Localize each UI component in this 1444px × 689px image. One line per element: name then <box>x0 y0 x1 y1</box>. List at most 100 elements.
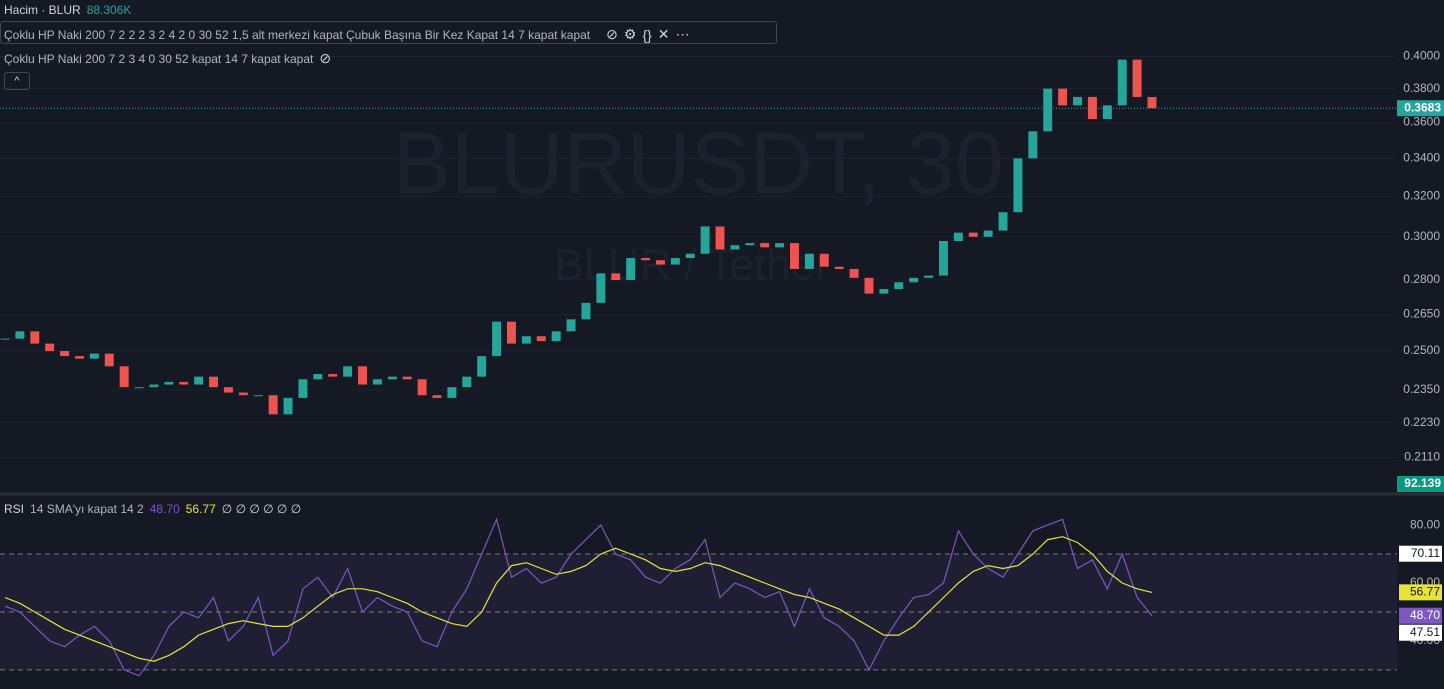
candle <box>655 260 665 265</box>
hide-icon[interactable]: ⊘ <box>319 50 332 66</box>
candle <box>1102 105 1112 120</box>
candle <box>89 353 99 359</box>
candle <box>0 338 10 340</box>
rsi-axis-label: 47.51 <box>1410 625 1440 639</box>
watermark-title: BLURUSDT, 30 <box>392 113 1003 212</box>
candle <box>1013 158 1023 213</box>
candle <box>790 243 799 269</box>
y-tick-label: 0.3400 <box>1403 151 1440 165</box>
candle <box>223 387 233 393</box>
remove-icon[interactable]: ✕ <box>657 26 670 42</box>
indicator-legend[interactable]: Çoklu HP Naki 200 7 2 2 2 3 2 4 2 0 30 5… <box>4 26 690 43</box>
y-tick-label: 0.2110 <box>1404 450 1440 464</box>
candle <box>506 321 516 344</box>
candle <box>745 243 755 246</box>
candle <box>611 273 621 281</box>
collapse-button[interactable]: ^ <box>4 72 30 90</box>
candle <box>596 273 606 303</box>
candle <box>685 253 695 259</box>
candle <box>447 387 457 398</box>
candle <box>164 381 174 385</box>
candle <box>983 230 993 237</box>
candle <box>60 351 70 357</box>
current-price-label: 0.3683 <box>1404 100 1441 114</box>
candle <box>149 384 159 388</box>
candle <box>343 366 353 377</box>
candle <box>1117 59 1127 106</box>
candle <box>387 376 397 380</box>
volume-value: 88.306K <box>86 3 132 17</box>
rsi-axis-label: 56.77 <box>1410 585 1440 599</box>
rsi-legend: RSI 14 SMA'yı kapat 14 2 48.70 56.77 ∅ ∅ ∅ ∅… <box>4 502 301 516</box>
rsi-name: RSI <box>4 502 25 516</box>
candle <box>298 379 308 398</box>
volume-label: 92.139 <box>1404 476 1441 490</box>
candle <box>775 243 785 248</box>
rsi-value: 48.70 <box>149 502 180 516</box>
candle <box>879 289 889 294</box>
candle <box>1028 131 1038 159</box>
y-tick-label: 0.2350 <box>1403 382 1440 396</box>
candle <box>134 387 144 389</box>
candle <box>715 226 725 250</box>
rsi-line <box>4 517 1153 677</box>
candle <box>358 366 367 385</box>
candle <box>804 253 814 269</box>
candle <box>1058 88 1068 106</box>
candle <box>551 331 561 342</box>
y-tick-label: 0.2500 <box>1403 343 1440 357</box>
candle <box>1043 88 1053 132</box>
candle <box>372 379 382 385</box>
hide-icon[interactable]: ⊘ <box>606 26 618 42</box>
indicator-legend-2[interactable]: Çoklu HP Naki 200 7 2 3 4 0 30 52 kapat … <box>4 50 331 67</box>
more-icon[interactable]: ⋯ <box>675 26 690 42</box>
candle <box>894 282 904 290</box>
rsi-axis-box <box>1399 584 1442 601</box>
y-tick-label: 0.4000 <box>1403 49 1440 63</box>
candle <box>849 268 859 278</box>
y-tick-label: 0.3200 <box>1403 189 1440 203</box>
candle <box>417 379 427 396</box>
rsi-empty: ∅ ∅ ∅ ∅ ∅ ∅ <box>221 502 302 516</box>
y-tick-label: 0.2800 <box>1403 272 1440 286</box>
candle <box>462 376 472 388</box>
candle <box>238 392 248 396</box>
candle <box>268 395 278 415</box>
candle <box>119 366 129 388</box>
candle <box>626 258 636 281</box>
candle <box>45 343 55 352</box>
rsi-axis-label: 48.70 <box>1410 608 1440 622</box>
candle <box>953 232 963 241</box>
candle <box>641 258 651 261</box>
candle <box>194 376 204 385</box>
rsi-sma-value: 56.77 <box>185 502 216 516</box>
volume-box <box>1397 476 1444 492</box>
candle <box>75 356 84 359</box>
candle <box>998 212 1008 231</box>
candle <box>581 302 591 320</box>
y-tick-label: 0.2230 <box>1403 415 1440 429</box>
y-tick-label: 0.3800 <box>1403 81 1440 95</box>
candle <box>760 243 770 248</box>
y-tick-label: 0.3000 <box>1403 229 1440 243</box>
candle <box>968 232 978 237</box>
volume-legend: Hacim · BLUR 88.306K <box>4 3 131 17</box>
source-icon[interactable]: {} <box>642 26 652 43</box>
candle <box>924 275 934 278</box>
candle <box>730 245 740 250</box>
settings-icon[interactable]: ⚙ <box>623 26 637 42</box>
y-tick-label: 0.3600 <box>1403 115 1440 129</box>
rsi-sma-line <box>4 536 1153 662</box>
candle <box>566 319 576 332</box>
rsi-axis-label: 70.11 <box>1411 546 1440 560</box>
watermark-subtitle: BLUR / Tether <box>554 241 830 290</box>
candle <box>938 240 948 276</box>
candle <box>253 395 263 397</box>
volume-label: Hacim · BLUR <box>4 3 81 17</box>
indicator-1: Çoklu HP Naki 200 7 2 2 2 3 2 4 2 0 30 5… <box>4 27 591 42</box>
current-price-box <box>1397 100 1444 117</box>
candle <box>402 376 412 380</box>
candle <box>1132 59 1142 97</box>
candle <box>104 353 114 367</box>
